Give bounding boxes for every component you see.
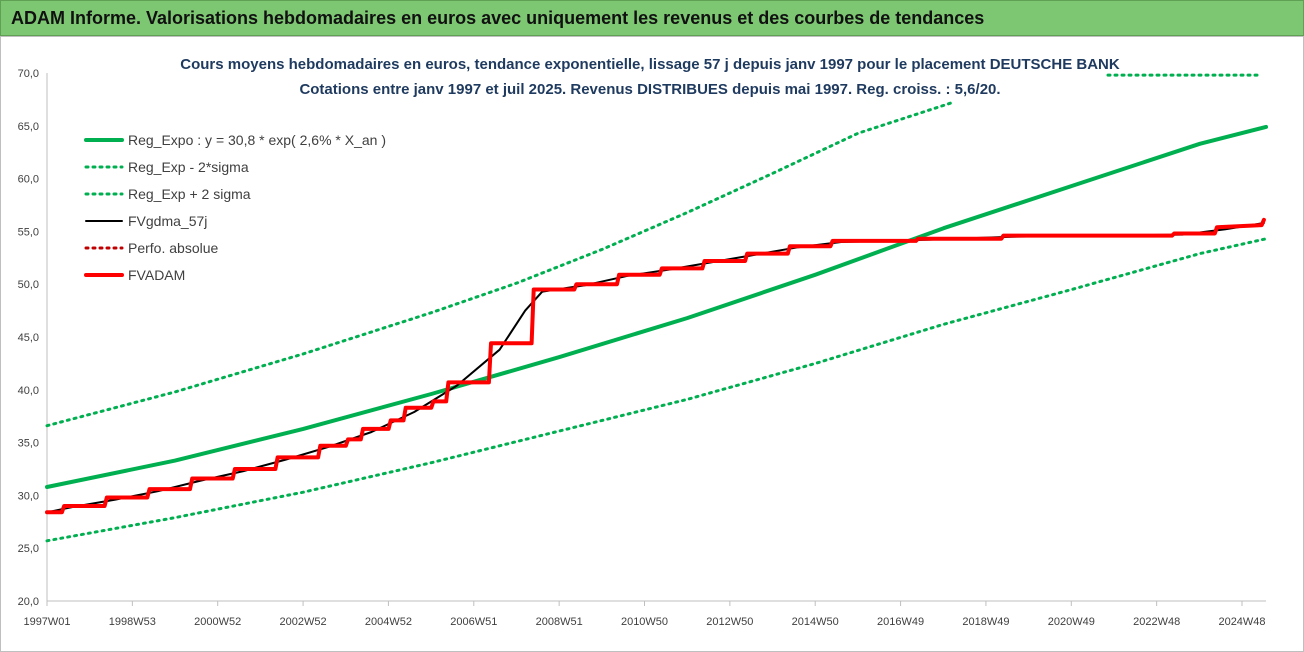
series-line-fvgdma-57j [46, 222, 1265, 514]
legend-label: FVADAM [128, 267, 185, 283]
y-tick-label: 40,0 [18, 385, 39, 397]
x-tick-label: 2000W52 [194, 616, 241, 628]
legend: Reg_Expo : y = 30,8 * exp( 2,6% * X_an )… [84, 132, 386, 283]
legend-label: FVgdma_57j [128, 213, 207, 229]
x-tick-label: 2014W50 [792, 616, 839, 628]
axes: 20,0 25,0 30,0 35,0 40,0 45,0 50,0 55,0 60,0 65,0… [18, 68, 1266, 628]
x-tick-label: 2002W52 [280, 616, 327, 628]
y-tick-label: 45,0 [18, 332, 39, 344]
report-header: ADAM Informe. Valorisations hebdomadaire… [0, 0, 1304, 36]
x-tick-label: 2004W52 [365, 616, 412, 628]
x-tick-label: 2008W51 [536, 616, 583, 628]
series-line-reg-exp-2-sigma [45, 237, 1268, 543]
legend-label: Reg_Exp - 2*sigma [128, 159, 249, 175]
legend-label: Reg_Exp + 2 sigma [128, 186, 251, 202]
x-tick-label: 2006W51 [450, 616, 497, 628]
y-tick-label: 70,0 [18, 68, 39, 80]
series-line-reg-expo-y-30-8-exp-2-6-x-an [45, 124, 1268, 489]
x-tick-label: 2018W49 [962, 616, 1009, 628]
y-tick-label: 30,0 [18, 490, 39, 502]
y-tick-label: 35,0 [18, 438, 39, 450]
x-tick-label: 1998W53 [109, 616, 156, 628]
chart-area [0, 36, 1304, 652]
y-tick-label: 60,0 [18, 174, 39, 186]
series-line-reg-exp-2-sigma [45, 101, 954, 428]
report-title: ADAM Informe. Valorisations hebdomadaire… [11, 8, 985, 28]
y-tick-label: 55,0 [18, 226, 39, 238]
legend-label: Perfo. absolue [128, 240, 218, 256]
y-tick-label: 65,0 [18, 121, 39, 133]
x-tick-label: 2022W48 [1133, 616, 1180, 628]
y-tick-label: 25,0 [18, 543, 39, 555]
x-tick-label: 2024W48 [1218, 616, 1265, 628]
y-tick-label: 20,0 [18, 596, 39, 608]
x-tick-label: 2010W50 [621, 616, 668, 628]
chart-title-line1: Cours moyens hebdomadaires en euros, ten… [180, 56, 1120, 73]
x-tick-label: 2016W49 [877, 616, 924, 628]
series [45, 73, 1268, 543]
legend-label: Reg_Expo : y = 30,8 * exp( 2,6% * X_an ) [128, 132, 386, 148]
chart-title-line2: Cotations entre janv 1997 et juil 2025. … [299, 81, 1000, 98]
series-line-fvadam [45, 217, 1266, 515]
y-tick-label: 50,0 [18, 279, 39, 291]
x-tick-label: 2012W50 [706, 616, 753, 628]
x-tick-label: 2020W49 [1048, 616, 1095, 628]
x-tick-label: 1997W01 [23, 616, 70, 628]
